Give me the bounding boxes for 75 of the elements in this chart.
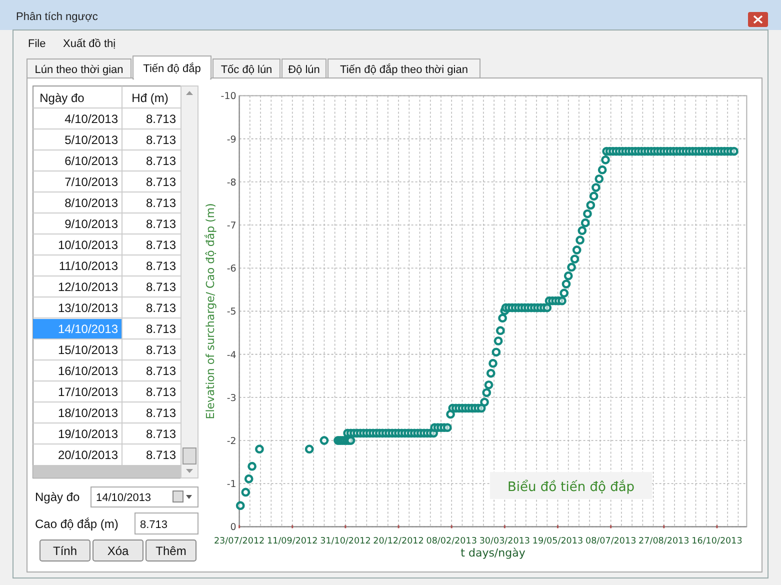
text: Xóa — [107, 544, 129, 558]
category-label: 19/10/2013 — [58, 427, 118, 441]
text: 14/10/2013 — [96, 492, 152, 504]
category-label: 6/10/2013 — [64, 154, 118, 168]
y-tick-label: -8 — [226, 177, 236, 188]
y-tick-label: -10 — [220, 91, 236, 102]
data-label: 8.713 — [146, 259, 176, 273]
x-axis-title: t days/ngày — [460, 546, 526, 560]
category-label: 4/10/2013 — [64, 112, 118, 126]
text: Tiến độ đắp — [143, 62, 201, 75]
x-tick-label: 16/10/2013 — [692, 536, 742, 547]
data-label: 8.713 — [146, 343, 176, 357]
y-axis-title: Elevation of surcharge/ Cao độ đắp (m) — [204, 203, 217, 420]
category-label: 12/10/2013 — [58, 280, 118, 294]
data-label: 8.713 — [146, 217, 176, 231]
category-label: 8/10/2013 — [64, 196, 118, 210]
text: Ngày đo — [35, 490, 80, 504]
y-tick-label: -7 — [226, 220, 236, 232]
y-tick-label: -3 — [226, 392, 236, 404]
text: Lún theo thời gian — [34, 64, 124, 76]
x-tick-label: 08/02/2013 — [426, 536, 477, 547]
y-tick-label: -1 — [226, 479, 236, 490]
data-label: 8.713 — [146, 238, 176, 252]
x-tick-label: 23/07/2012 — [214, 536, 265, 547]
x-tick-label: 20/12/2012 — [373, 536, 424, 547]
text: 8.713 — [140, 519, 168, 531]
category-label: 9/10/2013 — [64, 217, 118, 231]
data-label: 8.713 — [146, 322, 176, 336]
data-label: 8.713 — [146, 280, 176, 294]
y-tick-label: -5 — [226, 306, 236, 318]
data-label: 8.713 — [146, 427, 176, 441]
x-tick-label: 19/05/2013 — [532, 536, 584, 547]
y-tick-label: -2 — [226, 436, 236, 447]
data-label: 8.713 — [146, 154, 176, 168]
category-label: 20/10/2013 — [58, 448, 118, 462]
y-tick-label: 0 — [230, 522, 236, 534]
x-tick-label: 08/07/2013 — [585, 536, 636, 547]
y-tick-label: -6 — [226, 264, 236, 275]
data-label: 8.713 — [146, 406, 176, 420]
category-label: 5/10/2013 — [64, 133, 118, 147]
text: Xuất đồ thị — [63, 38, 116, 50]
text: Tiến độ đắp theo thời gian — [340, 63, 468, 76]
data-label: 8.713 — [146, 385, 176, 399]
x-tick-label: 11/09/2012 — [267, 536, 318, 547]
category-label: 16/10/2013 — [58, 364, 118, 378]
text: Ngày đo — [40, 91, 85, 105]
text: Tính — [52, 544, 78, 558]
x-tick-label: 27/08/2013 — [638, 536, 690, 547]
data-label: 8.713 — [146, 133, 176, 147]
text: File — [28, 38, 46, 50]
x-tick-label: 31/10/2012 — [320, 536, 371, 547]
y-tick-label: -9 — [226, 134, 236, 146]
data-label: 8.713 — [146, 301, 176, 315]
text: Tốc độ lún — [220, 64, 272, 76]
category-label: 10/10/2013 — [58, 238, 118, 252]
text: Cao độ đắp (m) — [35, 517, 118, 531]
category-label: 11/10/2013 — [58, 259, 118, 273]
text: Thêm — [156, 544, 186, 558]
data-label: 8.713 — [146, 364, 176, 378]
data-label: 8.713 — [146, 112, 176, 126]
text: Phân tích ngược — [16, 11, 98, 23]
x-tick-label: 30/03/2013 — [479, 536, 530, 547]
text: Hđ (m) — [132, 91, 168, 105]
y-tick-label: -4 — [226, 350, 236, 361]
category-label: 15/10/2013 — [58, 343, 118, 357]
text: Biểu đồ tiến độ đắp — [507, 479, 635, 495]
category-label: 13/10/2013 — [58, 301, 118, 315]
data-label: 8.713 — [146, 448, 176, 462]
data-label: 8.713 — [146, 196, 176, 210]
text: Độ lún — [288, 64, 320, 76]
category-label: 18/10/2013 — [58, 406, 118, 420]
data-label: 8.713 — [146, 175, 176, 189]
category-label: 17/10/2013 — [58, 385, 118, 399]
category-label: 14/10/2013 — [58, 322, 118, 336]
category-label: 7/10/2013 — [64, 175, 118, 189]
